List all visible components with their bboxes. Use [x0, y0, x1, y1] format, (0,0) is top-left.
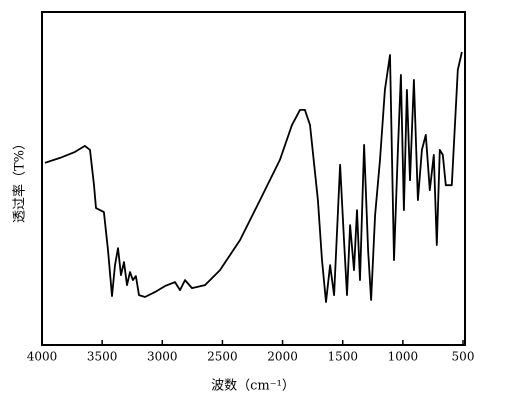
x-tick-label: 2500 — [207, 350, 238, 364]
y-axis-label: 透过率（T%） — [12, 137, 28, 223]
x-tick-label: 3000 — [147, 350, 178, 364]
spectrum-line — [44, 51, 463, 303]
plot-frame — [41, 11, 466, 346]
x-tick-label: 1000 — [388, 350, 419, 364]
x-axis-label: 波数（cm⁻¹） — [211, 379, 295, 394]
x-tick-label: 3500 — [87, 350, 118, 364]
x-tick-label: 2000 — [267, 350, 298, 364]
x-tick-label: 500 — [452, 350, 475, 364]
x-tick-label: 4000 — [27, 350, 58, 364]
x-tick-label: 1500 — [327, 350, 358, 364]
